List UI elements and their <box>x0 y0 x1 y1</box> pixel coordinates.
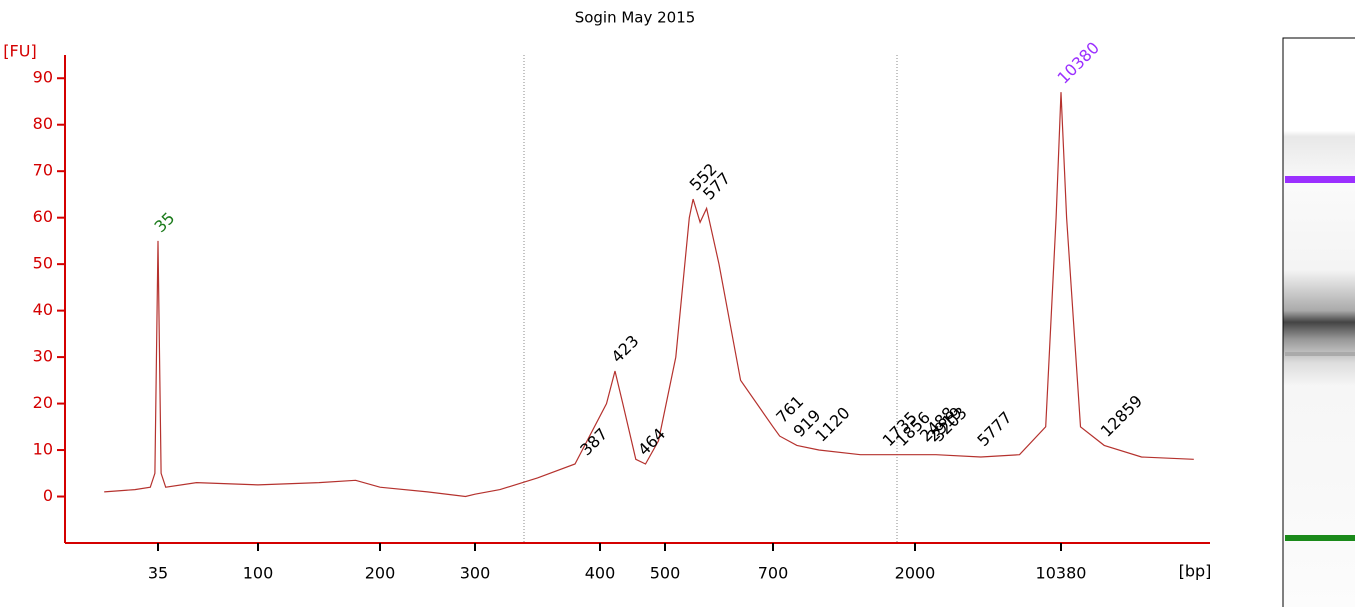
peak-label: 35 <box>151 208 179 236</box>
peak-label: 387 <box>576 424 611 459</box>
x-tick-label: 500 <box>650 564 681 583</box>
chart-title: Sogin May 2015 <box>575 9 696 27</box>
y-tick-label: 70 <box>33 161 53 180</box>
y-tick-label: 10 <box>33 440 53 459</box>
y-tick-label: 20 <box>33 393 53 412</box>
y-tick-label: 40 <box>33 300 53 319</box>
peak-label: 423 <box>608 331 643 366</box>
x-tick-label: 10380 <box>1036 564 1087 583</box>
gel-band <box>1285 176 1355 183</box>
trace <box>104 92 1194 498</box>
peak-label: 5777 <box>973 408 1015 450</box>
x-tick-label: 400 <box>585 564 616 583</box>
y-tick-label: 30 <box>33 347 53 366</box>
peak-label: 464 <box>634 424 669 459</box>
gel-band <box>1285 352 1355 356</box>
x-axis-label: [bp] <box>1179 562 1212 581</box>
peak-label: 10380 <box>1054 38 1103 87</box>
peak-label: 3203 <box>929 403 971 445</box>
y-tick-label: 90 <box>33 68 53 87</box>
x-tick-label: 300 <box>460 564 491 583</box>
gel-band <box>1285 535 1355 541</box>
y-tick-label: 50 <box>33 254 53 273</box>
x-tick-label: 2000 <box>895 564 936 583</box>
peak-label: 12859 <box>1097 391 1146 440</box>
gel-lane <box>1282 37 1355 607</box>
y-tick-label: 0 <box>43 486 53 505</box>
x-tick-label: 200 <box>365 564 396 583</box>
y-axis-label: [FU] <box>3 42 36 61</box>
x-tick-label: 35 <box>148 564 168 583</box>
x-tick-label: 100 <box>243 564 274 583</box>
peak-label: 1120 <box>811 403 853 445</box>
y-tick-label: 80 <box>33 114 53 133</box>
y-tick-label: 60 <box>33 207 53 226</box>
x-tick-label: 700 <box>758 564 789 583</box>
